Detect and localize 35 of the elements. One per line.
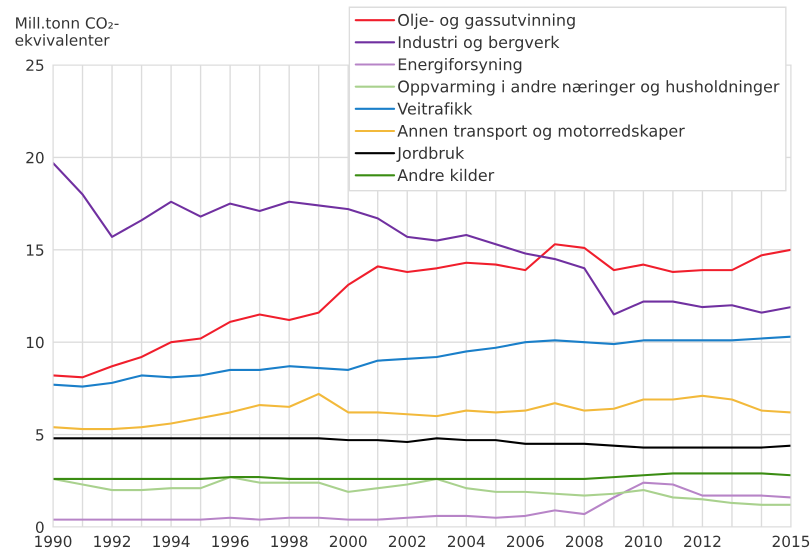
legend-label: Jordbruk <box>396 146 464 162</box>
y-axis-title: Mill.tonn CO₂- ekvivalenter <box>15 16 119 46</box>
x-tick-label: 1994 <box>153 536 190 548</box>
x-tick-label: 1996 <box>212 536 249 548</box>
x-tick-label: 1992 <box>94 536 130 548</box>
y-tick-label: 0 <box>36 521 44 534</box>
x-tick-label: 2012 <box>684 536 720 548</box>
x-tick-label: 2002 <box>388 536 426 548</box>
line-series <box>53 336 791 388</box>
x-tick-label: 2010 <box>625 536 662 548</box>
legend-label: Annen transport og motorredskaper <box>397 124 685 140</box>
line-series <box>53 392 791 430</box>
legend-label: Oppvarming i andre næringer og husholdninger <box>398 80 780 96</box>
legend-label: Industri og bergverk <box>398 36 560 52</box>
x-tick-label: 2004 <box>448 536 485 548</box>
x-tick-label: 2000 <box>330 536 367 548</box>
line-series <box>53 162 791 316</box>
x-tick-label: 2008 <box>566 536 603 548</box>
legend-label: Olje- og gassutvinning <box>398 14 575 30</box>
x-tick-label: 2006 <box>507 536 544 548</box>
line-series <box>53 243 791 378</box>
legend-label: Veitrafikk <box>397 102 472 115</box>
y-tick-label: 15 <box>26 244 44 256</box>
legend-label: Energiforsyning <box>398 58 522 74</box>
x-tick-label: 2015 <box>772 536 810 548</box>
legend-label: Andre kilder <box>397 168 494 182</box>
line-series <box>53 437 791 449</box>
x-tick-label: 1998 <box>271 536 308 548</box>
line-series <box>53 482 791 521</box>
y-tick-label: 25 <box>26 59 44 72</box>
y-tick-label: 10 <box>26 336 44 348</box>
y-tick-label: 5 <box>36 429 44 441</box>
y-tick-label: 20 <box>26 152 44 164</box>
line-series <box>53 476 791 506</box>
x-tick-label: 1990 <box>35 536 72 548</box>
